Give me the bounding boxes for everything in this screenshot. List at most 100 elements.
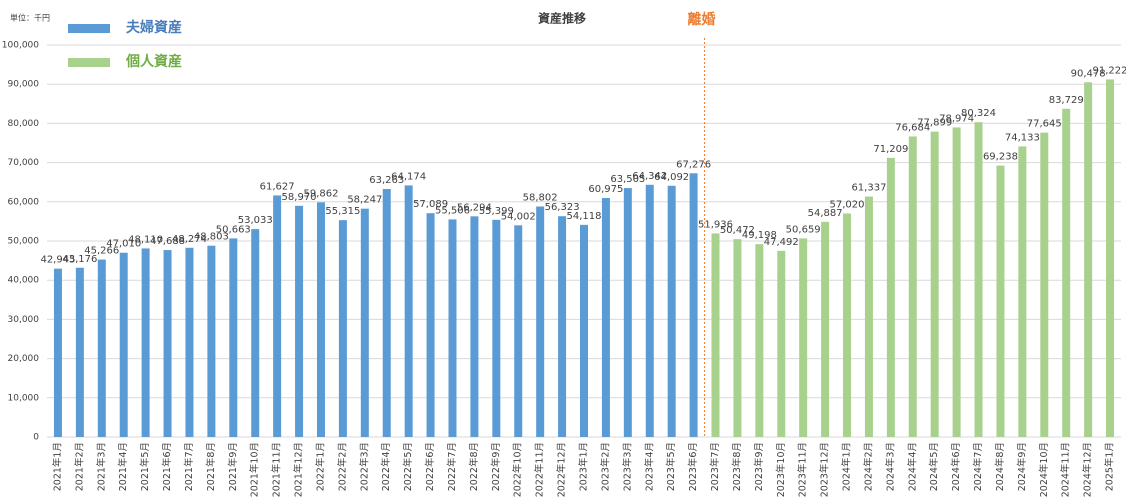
data-label: 64,342 (632, 171, 667, 182)
data-label: 42,945 (40, 255, 75, 266)
legend-swatch (68, 58, 110, 67)
bar (185, 247, 194, 437)
x-tick-label: 2022年10月 (512, 442, 524, 497)
data-label: 55,506 (435, 205, 470, 216)
bar (711, 233, 720, 437)
y-tick-label: 100,000 (2, 41, 39, 51)
bar (1018, 146, 1027, 438)
data-label: 50,472 (720, 225, 755, 236)
data-label: 61,337 (851, 183, 886, 194)
bar (470, 216, 479, 437)
bar (295, 205, 304, 437)
bar (141, 248, 150, 437)
data-label: 50,659 (786, 224, 821, 235)
bar (645, 184, 654, 437)
bar (360, 208, 369, 437)
x-tick-label: 2023年2月 (599, 442, 611, 491)
bar (1040, 132, 1049, 438)
data-label: 56,294 (457, 202, 492, 213)
x-tick-label: 2021年3月 (95, 442, 107, 491)
bar (864, 196, 873, 437)
bar (974, 122, 983, 438)
bar (1062, 108, 1071, 437)
data-label: 47,010 (106, 239, 141, 250)
data-label: 91,222 (1093, 65, 1126, 76)
x-tick-label: 2021年9月 (227, 442, 239, 491)
y-tick-label: 20,000 (8, 354, 40, 364)
x-tick-label: 2023年3月 (621, 442, 633, 491)
unit-label: 単位：千円 (10, 13, 50, 23)
legend-label: 夫婦資産 (126, 19, 182, 36)
y-tick-label: 40,000 (8, 276, 40, 286)
x-tick-label: 2024年1月 (841, 442, 853, 491)
x-tick-label: 2024年10月 (1038, 442, 1050, 497)
y-tick-label: 50,000 (8, 237, 40, 247)
x-tick-label: 2024年4月 (906, 442, 918, 491)
data-label: 76,684 (895, 122, 930, 133)
x-tick-label: 2024年11月 (1060, 442, 1072, 497)
data-label: 49,198 (742, 230, 777, 241)
x-tick-label: 2022年2月 (336, 442, 348, 491)
data-label: 55,399 (479, 206, 514, 217)
x-tick-label: 2025年1月 (1104, 442, 1116, 491)
data-label: 43,176 (62, 254, 97, 265)
bar (799, 238, 808, 437)
bar (163, 250, 172, 437)
data-label: 54,887 (808, 208, 843, 219)
data-label: 51,936 (698, 219, 733, 230)
y-tick-label: 90,000 (8, 80, 40, 90)
x-tick-label: 2022年5月 (402, 442, 414, 491)
data-label: 60,975 (588, 184, 623, 195)
x-tick-label: 2021年11月 (271, 442, 283, 497)
bar (558, 216, 567, 437)
bar (273, 195, 282, 437)
bar (821, 221, 830, 437)
data-label: 48,110 (128, 234, 163, 245)
x-tick-label: 2024年9月 (1016, 442, 1028, 491)
x-tick-label: 2021年12月 (293, 442, 305, 497)
x-tick-label: 2021年10月 (249, 442, 261, 497)
x-tick-label: 2021年7月 (183, 442, 195, 491)
bar (229, 238, 238, 437)
data-label: 71,209 (873, 144, 908, 155)
data-label: 90,478 (1071, 68, 1106, 79)
bar (448, 219, 457, 437)
bar (777, 250, 786, 437)
x-tick-label: 2022年8月 (468, 442, 480, 491)
data-label: 54,118 (567, 211, 602, 222)
bar (930, 131, 939, 437)
data-label: 83,729 (1049, 95, 1084, 106)
data-label: 53,033 (238, 215, 273, 226)
bar (382, 189, 391, 437)
x-tick-label: 2022年6月 (424, 442, 436, 491)
bar (689, 173, 698, 437)
bar (843, 213, 852, 437)
y-tick-label: 60,000 (8, 197, 40, 207)
x-tick-label: 2024年8月 (994, 442, 1006, 491)
data-label: 74,133 (1005, 132, 1040, 143)
x-tick-label: 2021年6月 (161, 442, 173, 491)
x-tick-label: 2023年12月 (819, 442, 831, 497)
x-tick-label: 2023年4月 (643, 442, 655, 491)
legend-label: 個人資産 (125, 53, 182, 70)
bar (996, 165, 1005, 437)
data-label: 56,323 (545, 202, 580, 213)
y-tick-label: 0 (33, 433, 39, 443)
x-tick-label: 2022年11月 (534, 442, 546, 497)
bar (667, 185, 676, 437)
data-label: 63,263 (369, 175, 404, 186)
legend-swatch (68, 24, 110, 33)
x-tick-label: 2024年5月 (928, 442, 940, 491)
x-tick-label: 2022年7月 (446, 442, 458, 491)
data-label: 57,089 (413, 199, 448, 210)
y-tick-label: 10,000 (8, 393, 40, 403)
data-label: 77,899 (917, 118, 952, 129)
x-tick-label: 2022年1月 (314, 442, 326, 491)
data-label: 67,276 (676, 159, 711, 170)
bar (75, 267, 84, 437)
bar (733, 239, 742, 437)
data-label: 59,862 (303, 188, 338, 199)
x-tick-label: 2024年3月 (884, 442, 896, 491)
x-tick-label: 2021年8月 (205, 442, 217, 491)
